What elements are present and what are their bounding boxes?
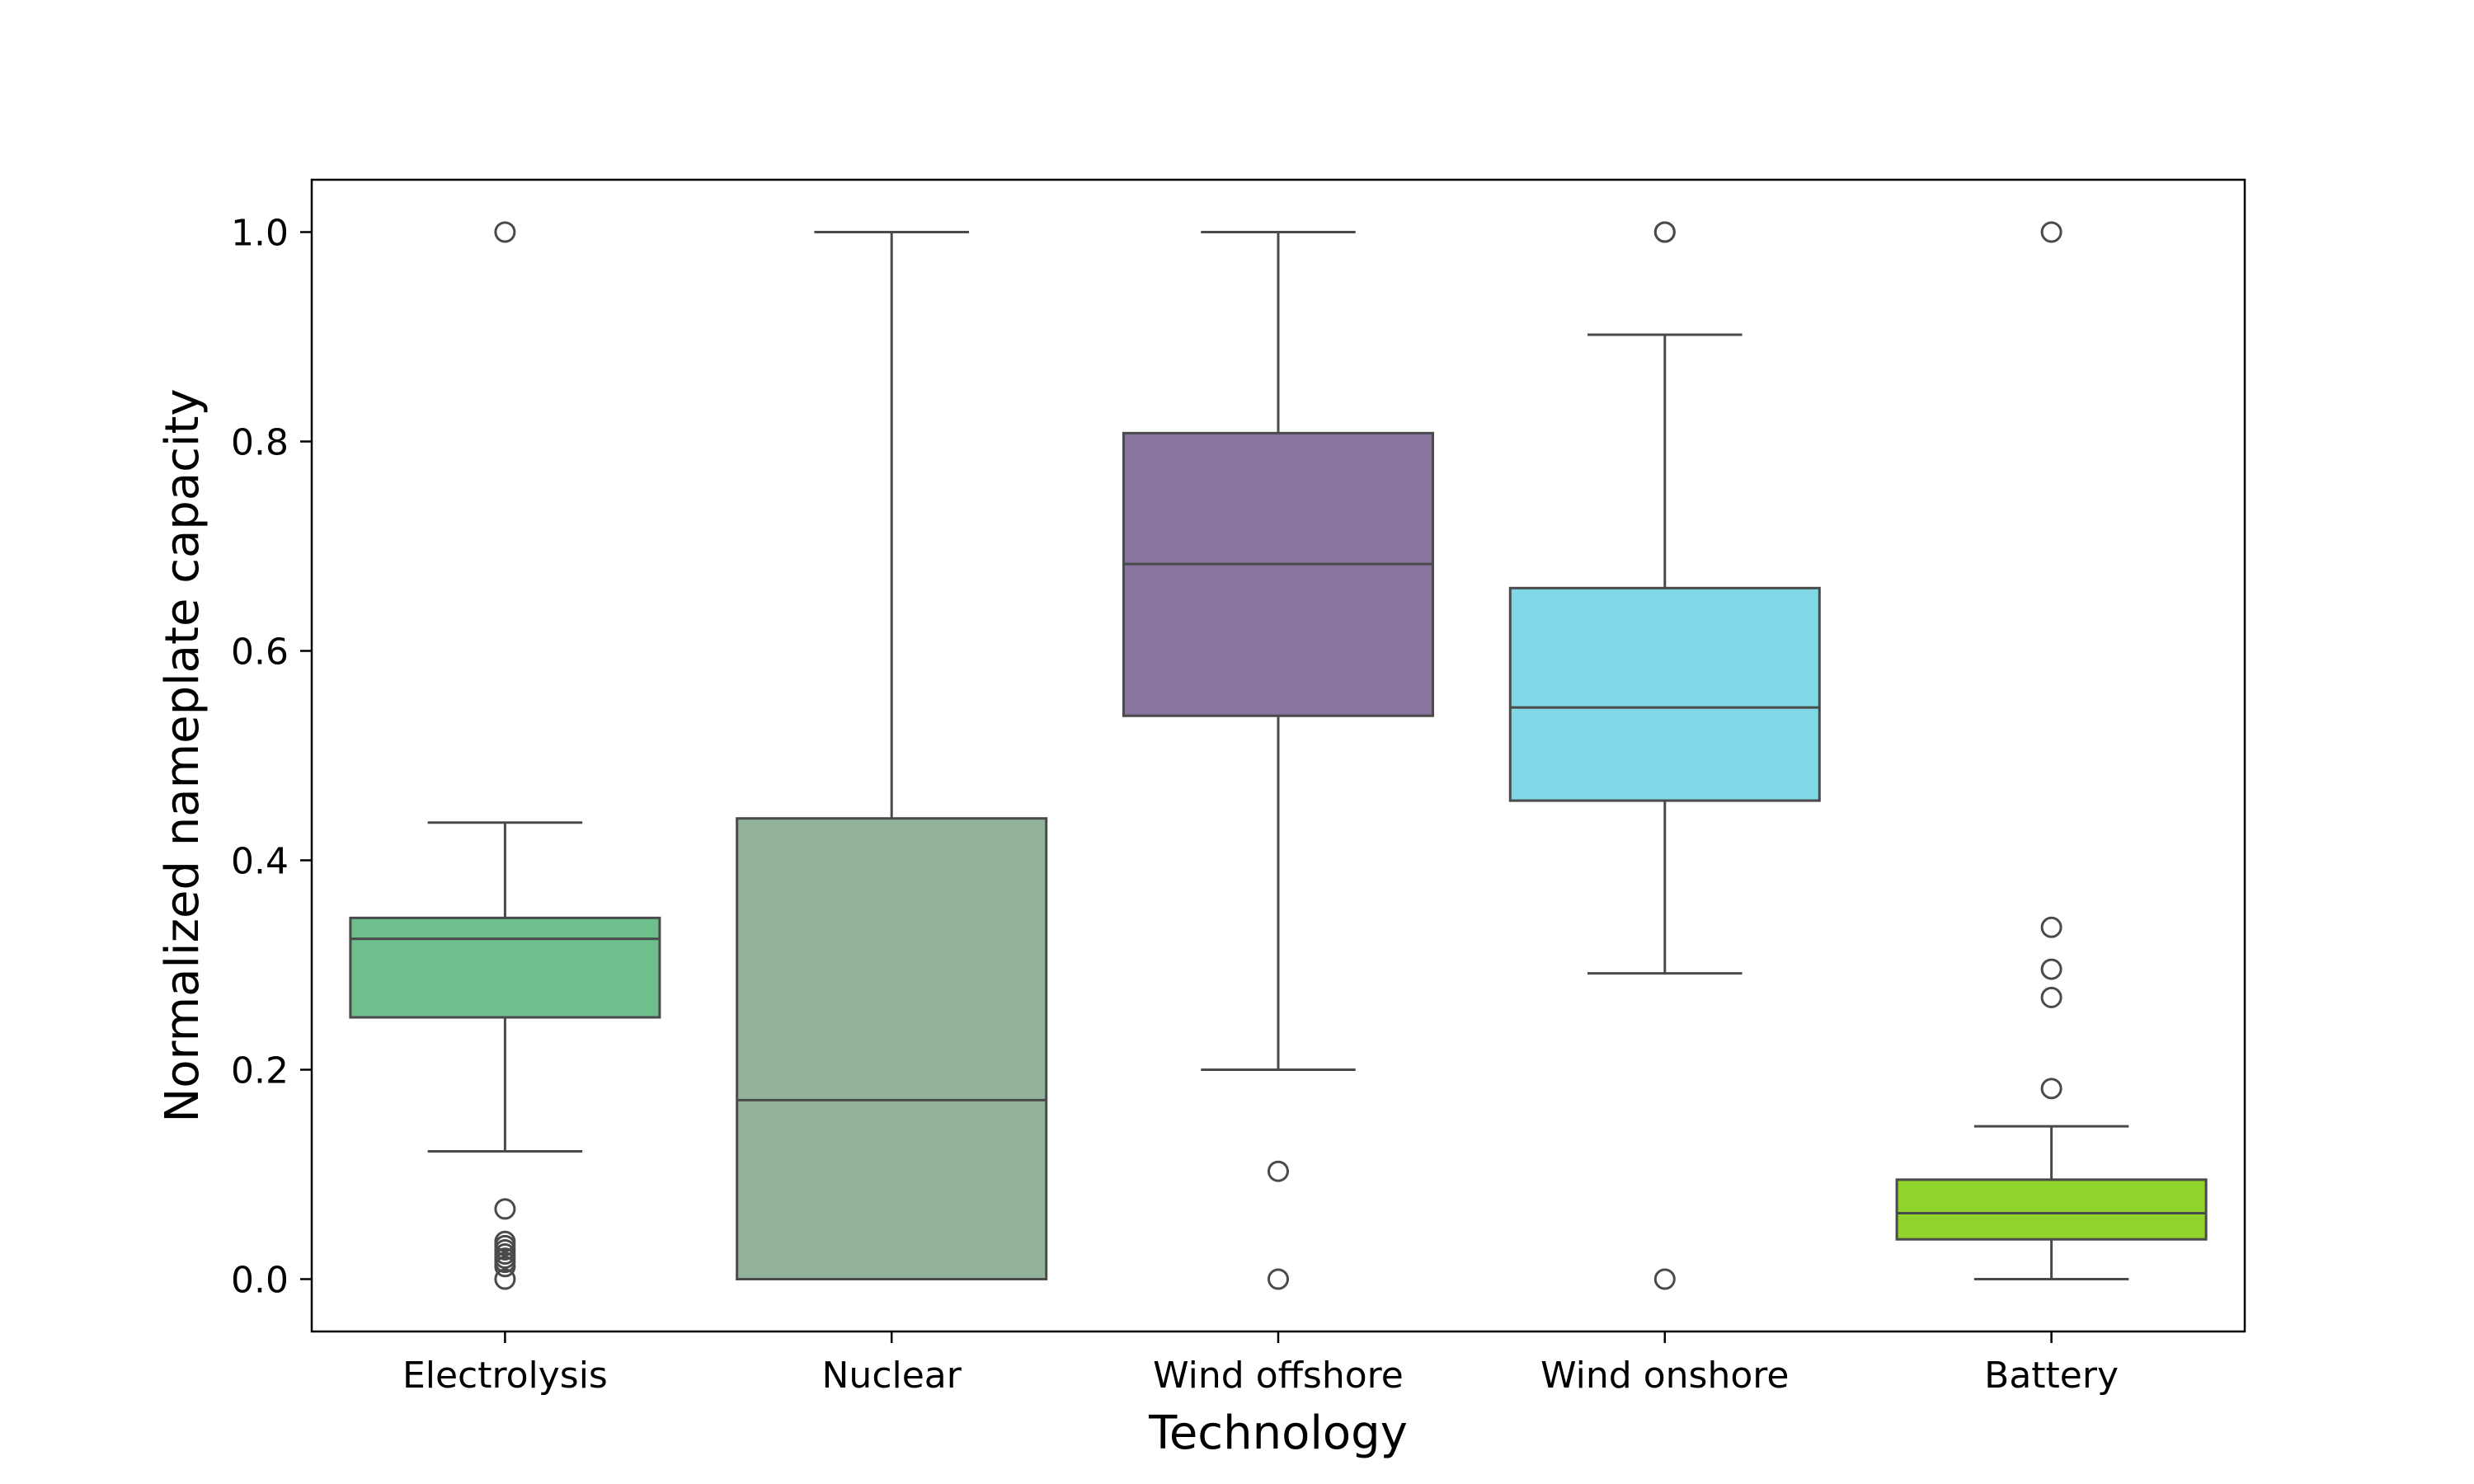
outlier-point (494, 1198, 516, 1220)
box-iqr (1122, 431, 1435, 717)
outlier-point (494, 221, 516, 243)
outlier-point (1653, 1268, 1676, 1290)
y-tick-label: 1.0 (231, 213, 289, 255)
x-axis-label: Technology (1148, 1407, 1408, 1460)
y-axis: 0.0 0.2 0.4 0.6 0.8 1.0 (231, 213, 312, 1302)
x-tick-label: Wind offshore (1153, 1355, 1404, 1397)
plot-area (349, 221, 2208, 1290)
x-tick-label: Nuclear (822, 1355, 962, 1397)
box-iqr (1895, 1178, 2208, 1241)
x-tick-label: Wind onshore (1540, 1355, 1789, 1397)
outlier-point (2040, 958, 2062, 980)
y-tick-label: 0.0 (231, 1260, 289, 1302)
outlier-point (494, 1256, 516, 1278)
box-iqr (1508, 586, 1821, 802)
box-group (736, 231, 1048, 1280)
outlier-point (494, 1268, 516, 1290)
outlier-point (1653, 221, 1676, 243)
box-group (1895, 221, 2208, 1280)
x-tick-label: Battery (1984, 1355, 2119, 1397)
box-iqr (349, 916, 661, 1019)
box-group (1508, 221, 1821, 1290)
y-tick-label: 0.6 (231, 632, 289, 674)
y-tick-label: 0.2 (231, 1050, 289, 1092)
outlier-point (1268, 1268, 1289, 1290)
y-tick-label: 0.8 (231, 422, 289, 464)
y-tick-label: 0.4 (231, 841, 289, 883)
outlier-point (2040, 916, 2062, 938)
x-axis: Electrolysis Nuclear Wind offshore Wind ons… (402, 1331, 2119, 1397)
outlier-point (2040, 221, 2062, 243)
y-axis-label: Normalized nameplate capacity (156, 388, 209, 1122)
outlier-point (2040, 1078, 2062, 1100)
box-iqr (736, 817, 1048, 1280)
outlier-point (1268, 1160, 1289, 1182)
x-tick-label: Electrolysis (402, 1355, 608, 1397)
outlier-point (2040, 986, 2062, 1008)
box-group (349, 221, 661, 1290)
box-group (1122, 231, 1435, 1290)
